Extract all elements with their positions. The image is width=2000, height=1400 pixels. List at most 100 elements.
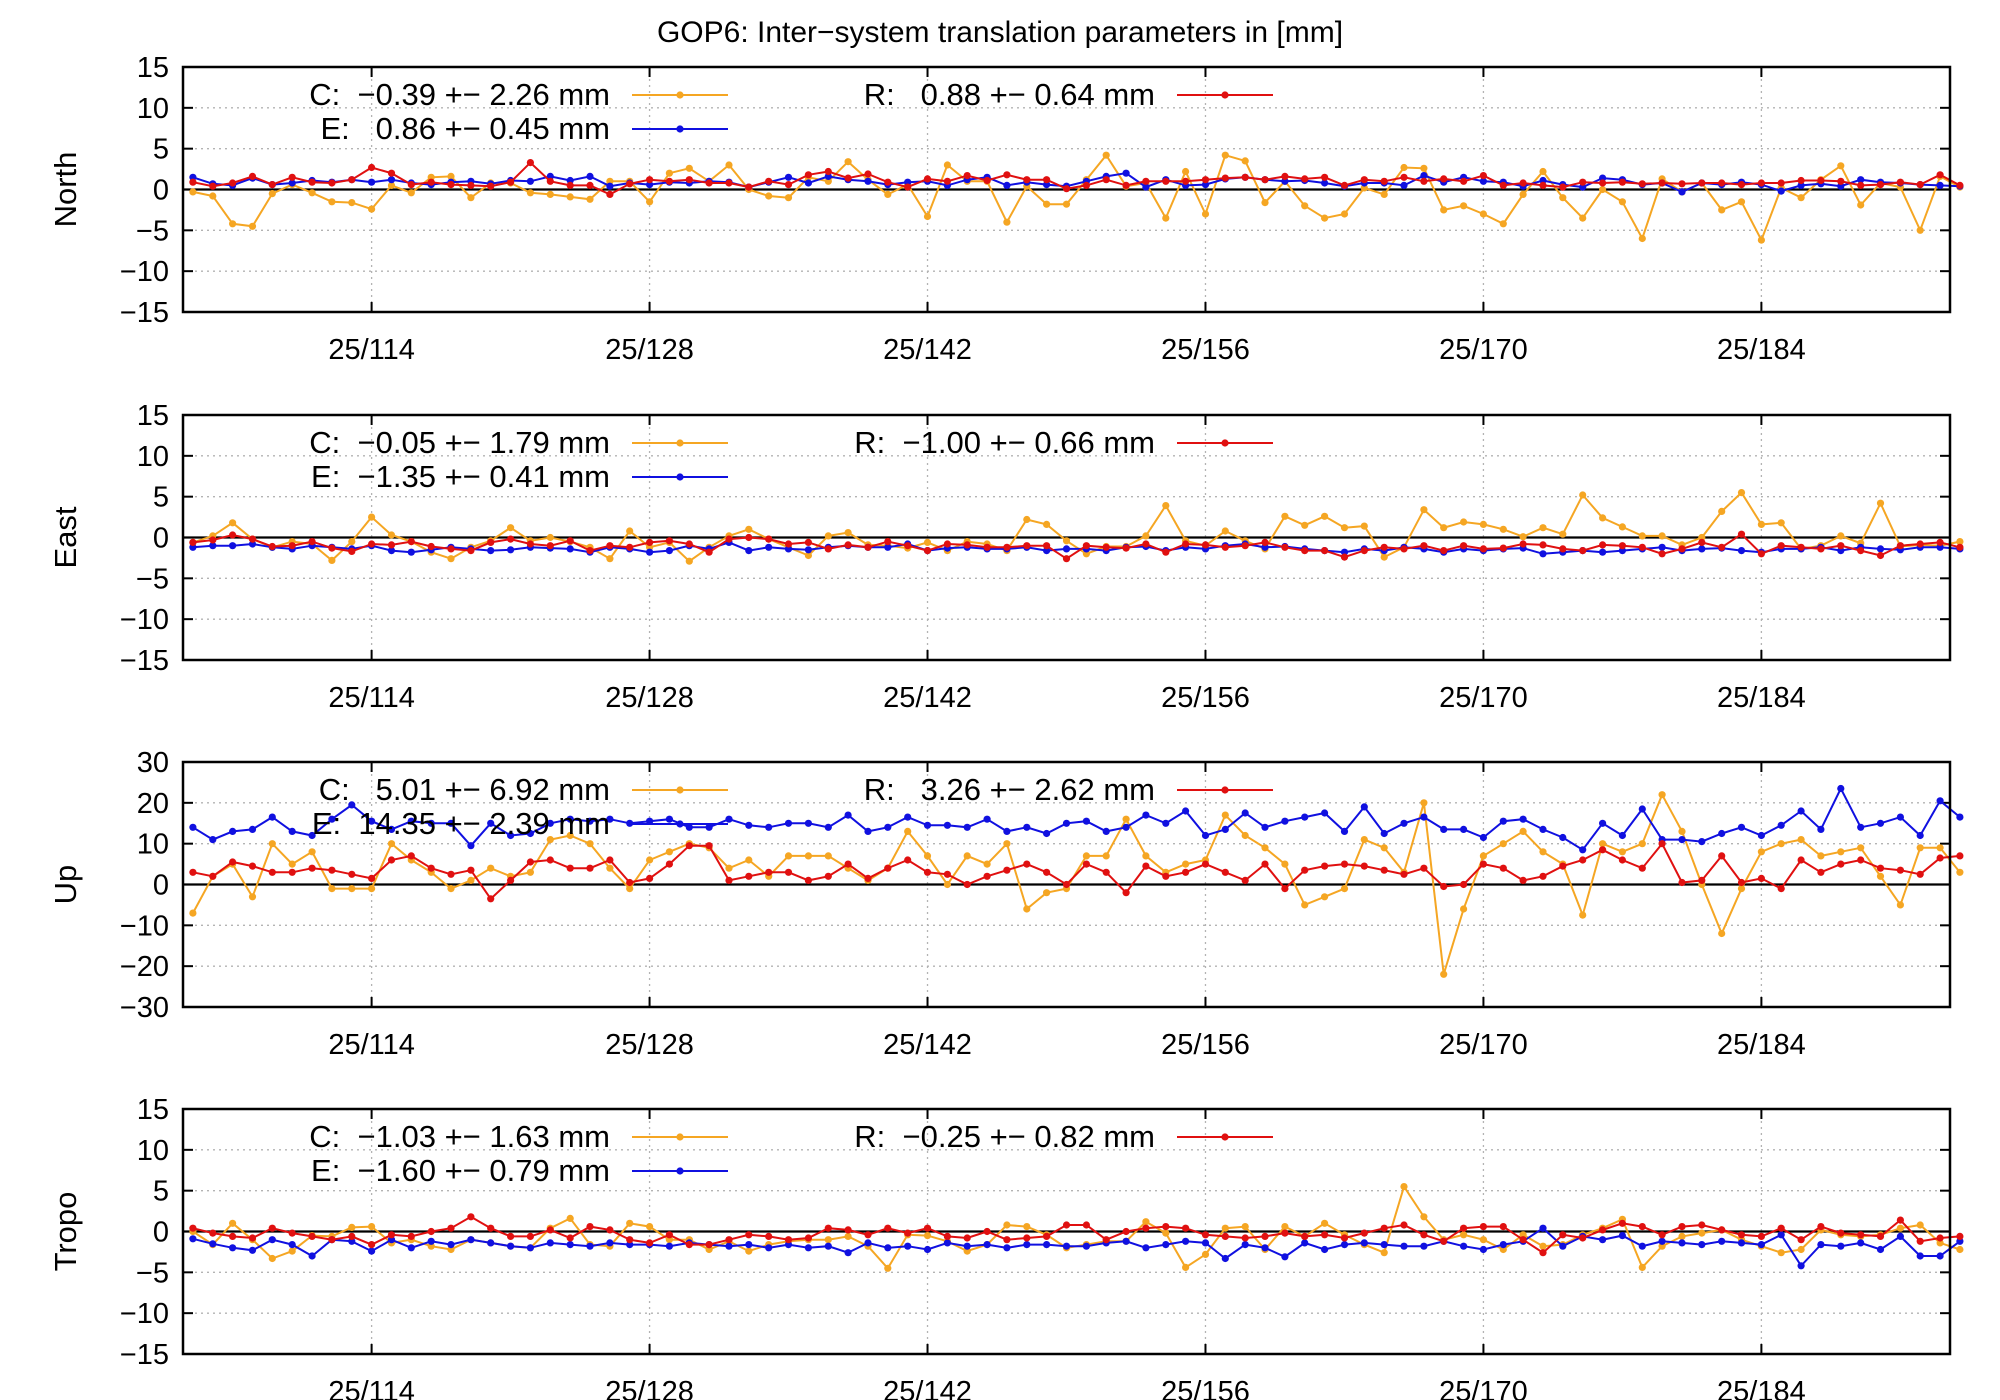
data-point [1638, 180, 1646, 188]
data-point [1698, 1229, 1706, 1237]
data-point [248, 535, 257, 543]
x-tick-label: 25/114 [328, 682, 415, 714]
data-point [1082, 852, 1090, 860]
x-tick-label: 25/128 [605, 1029, 694, 1061]
data-point [904, 183, 912, 191]
data-point [229, 1219, 237, 1227]
data-point [248, 1246, 257, 1254]
data-point [1460, 1224, 1468, 1232]
panel-east: 15 10 5 0 −5 −10 −15 25/114 25/128 25/142 25/156 25… [48, 400, 1964, 714]
data-point [1261, 860, 1269, 868]
data-point [1539, 848, 1547, 856]
data-point [348, 538, 356, 546]
plot-frame [181, 65, 1952, 314]
data-point [1142, 852, 1150, 860]
data-point [725, 179, 733, 187]
data-point [407, 538, 415, 546]
data-point [1539, 1242, 1547, 1250]
data-point [1519, 540, 1527, 548]
data-point [526, 868, 535, 876]
series-line [192, 153, 1961, 243]
data-point [884, 1224, 892, 1232]
data-point [1936, 181, 1944, 189]
data-point [1460, 202, 1468, 210]
data-point [387, 531, 396, 539]
data-point [1261, 1232, 1269, 1240]
data-point [1737, 885, 1746, 893]
data-point [1261, 176, 1269, 184]
data-point [1936, 171, 1944, 179]
data-point [1241, 1241, 1249, 1249]
data-point [606, 815, 614, 823]
data-point [1638, 234, 1646, 243]
data-point [447, 1241, 455, 1249]
data-point [427, 178, 435, 186]
data-point [983, 1227, 991, 1236]
data-point [1043, 1241, 1051, 1249]
data-point [745, 1241, 753, 1249]
data-point [1003, 1236, 1011, 1244]
data-point [963, 541, 971, 549]
x-tick-label: 25/170 [1439, 334, 1528, 366]
data-point [804, 179, 813, 187]
data-point [804, 171, 813, 179]
data-point [368, 513, 376, 521]
data-point [1241, 173, 1249, 181]
data-point [1221, 868, 1229, 876]
data-point [1023, 1223, 1031, 1231]
legend-marker [676, 786, 684, 794]
data-point [824, 1224, 832, 1232]
data-point [1281, 1229, 1289, 1237]
data-point [328, 544, 336, 552]
data-point [566, 545, 574, 553]
data-point [1062, 537, 1071, 545]
data-point [1360, 836, 1368, 844]
data-point [1460, 825, 1468, 834]
data-point [308, 189, 316, 197]
data-point [1321, 809, 1329, 817]
data-point [1400, 1183, 1408, 1191]
data-point [1142, 1244, 1150, 1252]
data-point [1757, 848, 1765, 856]
data-point [1460, 542, 1468, 550]
data-point [1519, 876, 1527, 885]
data-point [884, 823, 892, 831]
y-tick-label: 10 [137, 1135, 169, 1167]
data-point [765, 1232, 773, 1240]
data-point [1956, 181, 1964, 189]
y-tick-label: 5 [153, 134, 169, 166]
data-point [229, 1244, 237, 1252]
data-point [1876, 499, 1885, 507]
panel-up: 30 20 10 0 −10 −20 −30 25/114 25/128 25/142 25/156… [48, 747, 1964, 1061]
data-point [1539, 167, 1547, 176]
data-point [1460, 1231, 1468, 1239]
data-point [248, 825, 257, 834]
y-tick-label: 0 [153, 870, 169, 902]
y-axis-label: Up [48, 865, 83, 905]
data-point [1559, 530, 1567, 538]
data-point [1638, 864, 1646, 872]
data-point [467, 1236, 475, 1244]
data-point [447, 555, 455, 563]
data-point [1718, 929, 1726, 938]
data-point [526, 1232, 535, 1240]
data-point [1896, 1232, 1904, 1240]
data-point [1718, 829, 1726, 838]
data-point [1559, 1231, 1567, 1239]
data-point [665, 169, 674, 177]
data-point [566, 181, 574, 189]
data-point [1360, 547, 1368, 555]
data-point [1122, 544, 1130, 552]
data-point [1797, 1236, 1805, 1244]
data-point [1837, 162, 1845, 170]
data-point [1082, 817, 1090, 825]
data-point [1956, 1245, 1964, 1254]
data-point [1737, 1231, 1746, 1239]
data-point [1817, 1241, 1825, 1249]
data-point [487, 547, 495, 555]
series-C [189, 489, 1964, 565]
panels: 15 10 5 0 −5 −10 −15 25/114 25/128 25/142 25/156 25… [48, 52, 1964, 1400]
data-point [1559, 862, 1567, 870]
data-point [904, 813, 912, 821]
data-point [1539, 541, 1547, 549]
